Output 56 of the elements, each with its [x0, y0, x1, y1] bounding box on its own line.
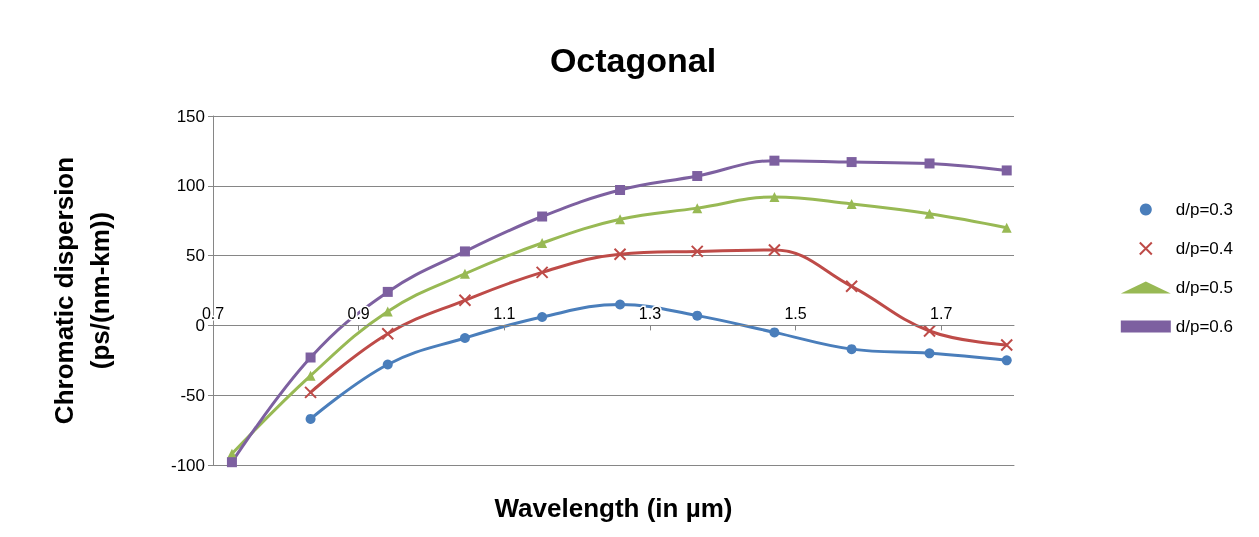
x-tick-label: 1.1 — [493, 304, 516, 322]
x-axis-title: Wavelength (in µm) — [494, 493, 733, 523]
point — [537, 211, 548, 222]
point — [226, 457, 237, 468]
point — [459, 332, 470, 343]
legend-label: d/p=0.4 — [1175, 239, 1234, 258]
x-tick-label: 1.5 — [784, 304, 807, 322]
y-tick-label: 150 — [176, 106, 205, 126]
point — [1001, 355, 1012, 366]
point — [615, 214, 626, 225]
point — [690, 244, 704, 258]
point — [535, 265, 549, 279]
point — [305, 352, 316, 363]
point — [924, 348, 935, 359]
point — [537, 312, 548, 323]
legend-label: d/p=0.5 — [1175, 278, 1234, 297]
point — [767, 243, 781, 257]
legend-label: d/p=0.3 — [1175, 200, 1234, 219]
point — [692, 171, 703, 182]
point — [613, 247, 627, 261]
point — [924, 208, 935, 219]
y-tick-label: 100 — [176, 176, 205, 196]
point — [459, 268, 470, 279]
point — [924, 158, 935, 169]
chart-title: Octagonal — [549, 41, 717, 79]
point — [382, 359, 393, 370]
point — [305, 413, 316, 424]
point — [382, 286, 393, 297]
point — [846, 198, 857, 209]
point — [382, 306, 393, 317]
point — [381, 327, 395, 341]
point — [304, 385, 318, 399]
point — [458, 293, 472, 307]
point — [769, 155, 780, 166]
point — [692, 310, 703, 321]
point — [846, 344, 857, 355]
point — [615, 184, 626, 195]
point — [615, 299, 626, 310]
point — [459, 246, 470, 257]
y-tick-label: -100 — [170, 455, 205, 475]
point — [1001, 165, 1012, 176]
x-tick-label: 1.7 — [930, 304, 953, 322]
point — [537, 238, 548, 249]
point — [692, 203, 703, 214]
point — [923, 324, 937, 338]
y-axis-title: Chromatic dispersion (ps/(nm-km)) — [49, 156, 115, 425]
y-tick-label: -50 — [180, 385, 205, 405]
point — [845, 279, 859, 293]
y-tick-label: 50 — [186, 246, 205, 266]
point — [846, 157, 857, 168]
point — [1001, 222, 1012, 233]
point — [769, 327, 780, 338]
point — [1000, 338, 1014, 352]
legend-label: d/p=0.6 — [1175, 317, 1234, 336]
x-tick-label: 1.3 — [638, 304, 662, 322]
point — [769, 191, 780, 202]
